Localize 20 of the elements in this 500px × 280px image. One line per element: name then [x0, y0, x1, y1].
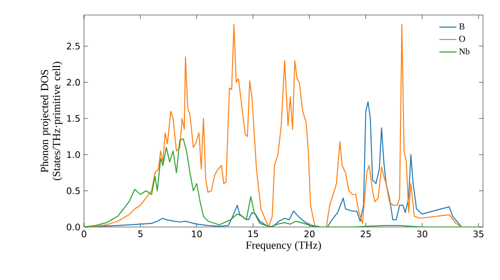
x-tick-label: 10 [192, 230, 202, 238]
x-tick-label: 0 [82, 230, 86, 238]
y-tick-label: 0.5 [66, 187, 80, 194]
x-tick-label: 30 [417, 230, 428, 238]
y-tick-label: 1.0 [67, 151, 80, 158]
x-tick-label: 20 [304, 230, 315, 238]
x-axis-title: Frequency (THz) [246, 241, 321, 252]
x-tick-label: 25 [360, 230, 371, 238]
legend-label: O [459, 36, 465, 42]
y-tick-label: 2.5 [66, 42, 80, 50]
y-axis-title: Phonon projected DOS (States/THz·primitive cell) [40, 62, 62, 180]
y-tick-label: 1.5 [67, 115, 80, 122]
legend-label: Nb [459, 48, 470, 54]
y-tick-label: 0.0 [66, 224, 80, 230]
line-series [84, 138, 479, 227]
legend-label: B [459, 23, 464, 30]
y-tick-label: 2.0 [66, 78, 80, 86]
x-tick-label: 5 [138, 230, 142, 238]
x-tick-label: 35 [473, 230, 484, 238]
x-tick-label: 15 [248, 230, 258, 238]
